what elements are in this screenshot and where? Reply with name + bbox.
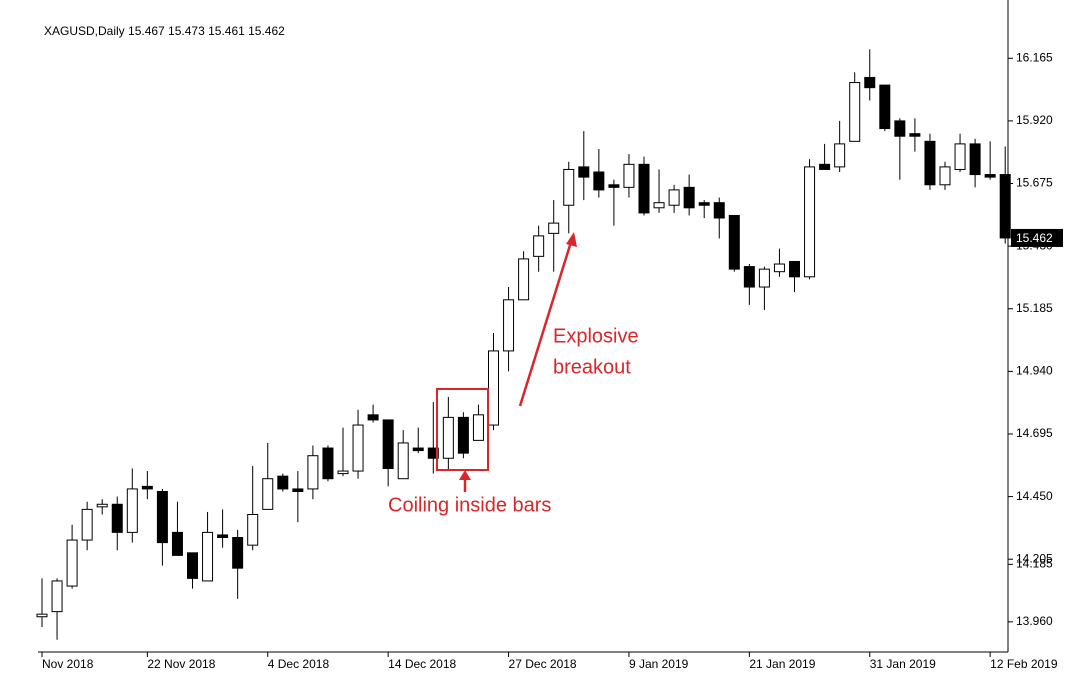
candle-body	[81, 508, 93, 541]
candle-body	[488, 350, 499, 426]
candle-body	[804, 166, 816, 278]
candle-body	[126, 488, 138, 533]
y-tick-label: 15.920	[1016, 113, 1053, 127]
candle-body	[141, 485, 153, 490]
x-tick-label: 31 Jan 2019	[870, 657, 936, 671]
candle-body	[939, 166, 951, 186]
candle-body	[457, 416, 469, 454]
y-tick-label: 14.450	[1016, 489, 1053, 503]
y-tick-label: 14.695	[1016, 426, 1053, 440]
candle-body	[638, 163, 650, 214]
candle-body	[156, 490, 168, 544]
annotation: Coiling inside bars	[388, 494, 551, 516]
annotation-arrowhead	[566, 232, 577, 247]
candle-body	[472, 414, 484, 441]
y-tick-label: 15.185	[1016, 301, 1053, 315]
last-price-tag	[1011, 228, 1063, 247]
x-tick-label: 14 Dec 2018	[388, 657, 456, 671]
candle-body	[262, 478, 274, 510]
y-tick-label: 14.205	[1016, 551, 1053, 565]
candle-body	[66, 539, 78, 587]
candle-body	[427, 447, 439, 459]
candle-body	[834, 143, 846, 168]
candle-body	[653, 202, 665, 209]
candle-body	[442, 416, 454, 459]
candle-body	[608, 184, 620, 188]
plot: 13.960 14.205 14.450 14.695 14.940 14.185 15.1…	[36, 49, 1058, 671]
annotation: Explosive	[553, 325, 639, 347]
x-tick-label: 22 Nov 2018	[147, 657, 215, 671]
annotation-arrow	[518, 241, 573, 407]
candle-body	[713, 202, 725, 219]
candle-body	[909, 133, 921, 137]
last-price-label: 15.462	[1016, 231, 1053, 245]
x-tick-label: 4 Dec 2018	[268, 657, 330, 671]
candle-body	[879, 84, 891, 130]
annotation: breakout	[553, 356, 631, 378]
y-tick-label: 14.940	[1016, 364, 1053, 378]
candle-body	[96, 503, 108, 508]
x-tick-label: 27 Dec 2018	[509, 657, 577, 671]
candle-body	[307, 455, 319, 490]
candle-body	[969, 143, 981, 176]
candle-body	[578, 166, 590, 178]
candle-body	[503, 299, 515, 352]
candle-body	[382, 419, 394, 469]
candle-body	[277, 475, 289, 490]
candle-body	[728, 214, 740, 270]
candle-body	[292, 488, 304, 492]
candle-body	[789, 260, 800, 278]
candle-body	[623, 163, 635, 188]
candle-body	[533, 235, 545, 257]
candle-body	[397, 442, 409, 480]
candle-body	[924, 140, 936, 186]
candle-body	[217, 534, 229, 538]
candle-body	[518, 258, 530, 301]
candle-body	[36, 613, 48, 618]
y-tick-label: 16.165	[1016, 50, 1053, 64]
candle-body	[758, 268, 770, 288]
x-tick-label: 12 Feb 2019	[990, 657, 1058, 671]
candle-body	[683, 186, 695, 209]
candle-body	[232, 536, 244, 569]
candle-body	[412, 447, 424, 452]
x-tick-label: 9 Jan 2019	[629, 657, 689, 671]
candle-body	[548, 222, 560, 234]
candle-body	[171, 531, 183, 556]
candle-body	[773, 263, 785, 273]
candle-body	[51, 580, 63, 613]
candle-body	[849, 82, 861, 142]
candle-body	[563, 168, 575, 206]
annotation-arrowhead	[459, 470, 471, 480]
candle-body	[864, 76, 876, 89]
candle-body	[247, 513, 259, 546]
x-tick-label: Nov 2018	[42, 657, 94, 671]
candle-body	[819, 163, 831, 170]
candle-body	[999, 174, 1011, 239]
candle-body	[352, 424, 364, 472]
candle-body	[593, 171, 605, 191]
candle-body	[743, 266, 755, 288]
candle-body	[187, 552, 198, 579]
y-tick-label: 15.675	[1016, 176, 1053, 190]
candle-body	[322, 447, 334, 480]
y-tick-label: 13.960	[1016, 614, 1053, 628]
candle-body	[337, 470, 349, 475]
annotation-box	[436, 388, 489, 471]
candle-body	[668, 189, 680, 206]
chart-title: XAGUSD,Daily 15.467 15.473 15.461 15.462	[44, 24, 285, 38]
candle-body	[984, 174, 996, 178]
candle-body	[202, 531, 214, 582]
candle-body	[698, 202, 710, 206]
candle-body	[367, 414, 379, 421]
candle-body	[111, 503, 123, 533]
y-tick-label: 14.185	[1016, 557, 1053, 571]
x-tick-label: 21 Jan 2019	[749, 657, 815, 671]
candle-body	[894, 120, 906, 137]
candle-body	[954, 143, 966, 170]
